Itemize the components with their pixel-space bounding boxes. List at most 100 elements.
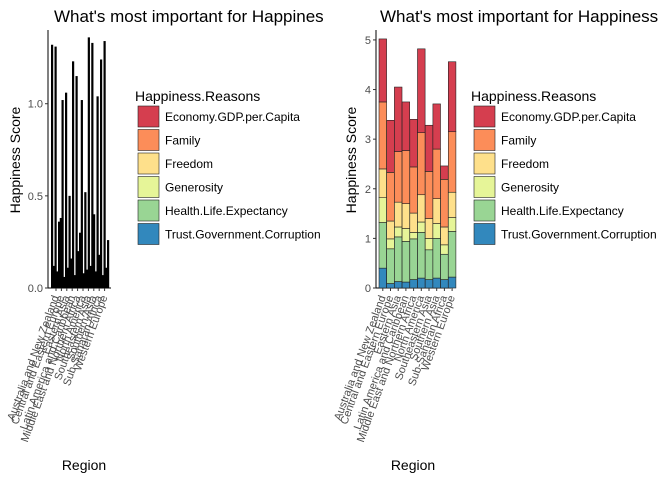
bar: [100, 59, 103, 288]
legend-label: Trust.Government.Corruption: [501, 228, 657, 242]
bar-segment: [394, 201, 403, 228]
y-tick-label: 1: [365, 233, 371, 245]
bar-segment: [409, 119, 418, 168]
bar: [80, 100, 83, 289]
bar-segment: [432, 198, 441, 224]
bar-segment: [424, 171, 434, 219]
legend-swatch: [137, 152, 160, 175]
bar-segment: [378, 38, 387, 103]
bar-segment: [417, 232, 426, 279]
bar: [52, 265, 55, 288]
legend-label: Health.Life.Expectancy: [501, 204, 624, 218]
y-tick-label: 0.5: [28, 191, 43, 203]
legend-swatch: [473, 199, 496, 222]
bar: [73, 275, 76, 288]
bar-segment: [447, 191, 457, 218]
bar: [98, 254, 101, 288]
bar-segment: [394, 236, 403, 282]
right-chart: What's most important for Happiness Happ…: [332, 7, 658, 473]
bar-segment: [401, 281, 411, 289]
right-chart-title: What's most important for Happiness: [380, 7, 658, 26]
bar-segment: [394, 226, 403, 238]
bar-segment: [432, 223, 441, 239]
bar-segment: [417, 132, 426, 196]
bar-segment: [440, 179, 449, 228]
y-tick-label: 2: [365, 184, 371, 196]
bar: [72, 61, 75, 289]
bar-segment: [424, 218, 434, 239]
bar-segment: [440, 244, 449, 255]
bar: [87, 37, 90, 288]
bar: [70, 258, 73, 288]
legend-swatch: [473, 152, 496, 175]
bar-segment: [432, 277, 441, 289]
bar: [84, 192, 87, 288]
y-tick-label: 0.0: [28, 283, 43, 295]
bar: [75, 76, 78, 288]
bar-segment: [378, 197, 387, 223]
bar: [105, 267, 108, 288]
bar-segment: [417, 277, 426, 289]
bar-segment: [401, 228, 411, 242]
bar-segment: [432, 148, 441, 199]
left-legend: Happiness.Reasons Economy.GDP.per.Capita…: [135, 88, 321, 245]
bar: [91, 42, 94, 289]
y-tick-label: 1.0: [28, 99, 43, 111]
bar-segment: [424, 238, 434, 251]
bar-segment: [409, 279, 418, 289]
bar-segment: [401, 241, 411, 283]
bar-segment: [440, 253, 449, 280]
bar-segment: [440, 279, 449, 289]
bar-segment: [386, 220, 395, 240]
bar-segment: [447, 131, 457, 193]
bar-segment: [424, 249, 434, 280]
left-y-axis-title: Happiness Score: [7, 106, 23, 213]
right-y-axis-title: Happiness Score: [343, 106, 359, 213]
bar-segment: [447, 61, 457, 133]
bar: [79, 232, 82, 288]
legend-label: Economy.GDP.per.Capita: [165, 110, 300, 124]
bar-segment: [417, 194, 426, 223]
bar-segment: [394, 281, 403, 289]
bar-segment: [378, 222, 387, 269]
bar-segment: [386, 248, 395, 284]
bar-segment: [440, 226, 449, 246]
legend-label: Freedom: [501, 157, 549, 171]
legend-label: Family: [501, 134, 536, 148]
bar-segment: [409, 238, 418, 280]
bar-segment: [424, 124, 434, 172]
bar: [101, 275, 104, 288]
bar-segment: [417, 48, 426, 134]
y-tick-label: 0: [365, 283, 371, 295]
bar: [61, 100, 64, 289]
bar-segment: [378, 267, 387, 289]
bar-segment: [401, 203, 411, 229]
bar-segment: [386, 283, 395, 289]
bar-segment: [447, 217, 457, 232]
bar-segment: [417, 221, 426, 233]
legend-label: Economy.GDP.per.Capita: [501, 110, 636, 124]
bar-segment: [432, 103, 441, 150]
bar: [107, 240, 110, 288]
left-legend-title: Happiness.Reasons: [135, 88, 260, 104]
left-x-axis-title: Region: [62, 457, 106, 473]
legend-swatch: [473, 176, 496, 198]
bar: [66, 267, 69, 288]
left-chart-title: What's most important for Happines: [54, 7, 324, 26]
bar-segment: [409, 232, 418, 240]
bar: [89, 265, 92, 288]
legend-swatch: [137, 199, 160, 222]
bar: [58, 221, 61, 288]
bar: [68, 195, 71, 288]
legend-label: Health.Life.Expectancy: [165, 204, 288, 218]
bar: [103, 41, 106, 288]
bar-segment: [386, 172, 395, 222]
bar: [59, 217, 62, 288]
legend-label: Generosity: [501, 181, 559, 195]
bar-segment: [424, 279, 434, 289]
legend-swatch: [137, 129, 160, 151]
right-x-axis-title: Region: [391, 457, 435, 473]
